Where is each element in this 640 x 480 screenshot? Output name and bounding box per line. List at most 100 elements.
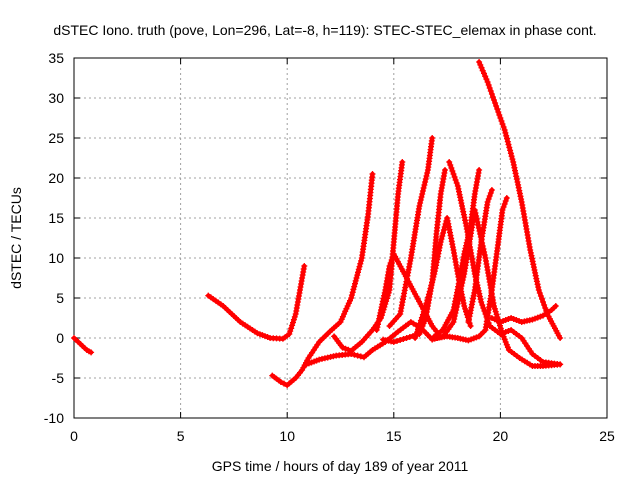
y-tick-label: 15: [48, 210, 64, 226]
data-point-marker: [399, 159, 406, 165]
data-point-marker: [465, 337, 472, 344]
data-point-marker: [492, 308, 499, 315]
data-point-marker: [479, 302, 486, 308]
data-point-marker: [277, 379, 284, 385]
data-point-marker: [339, 313, 346, 320]
data-point-marker: [504, 344, 511, 351]
data-point-marker: [357, 353, 364, 360]
data-point-marker: [416, 203, 423, 209]
data-point-marker: [429, 135, 436, 141]
data-point-marker: [415, 326, 421, 333]
data-point-marker: [425, 291, 432, 298]
data-point-marker: [501, 201, 508, 207]
data-point-marker: [88, 349, 95, 356]
series-track: [442, 207, 564, 369]
data-point-marker: [492, 100, 499, 106]
data-point-marker: [476, 293, 483, 300]
data-point-marker: [484, 79, 491, 85]
data-point-marker: [497, 325, 504, 332]
grid-lines: [74, 58, 607, 418]
data-point-marker: [498, 118, 505, 124]
data-point-marker: [419, 191, 426, 197]
data-point-marker: [355, 266, 362, 273]
data-point-marker: [289, 322, 296, 329]
data-point-marker: [485, 196, 492, 202]
data-point-marker: [330, 353, 337, 360]
data-point-marker: [452, 177, 459, 183]
data-point-marker: [533, 278, 540, 285]
data-point-marker: [421, 182, 428, 188]
data-point-marker: [537, 293, 544, 299]
data-point-marker: [510, 316, 517, 322]
data-point-marker: [412, 335, 419, 341]
data-point-marker: [423, 173, 430, 179]
y-tick-label: 30: [48, 90, 64, 106]
data-point-marker: [446, 159, 453, 165]
y-tick-label: 20: [48, 170, 64, 186]
data-point-marker: [532, 315, 538, 322]
data-point-marker: [457, 286, 464, 292]
data-point-marker: [505, 141, 512, 148]
data-point-marker: [508, 153, 515, 160]
data-point-marker: [417, 197, 424, 203]
data-point-marker: [505, 316, 512, 322]
data-point-marker: [437, 239, 444, 245]
data-point-marker: [483, 76, 490, 83]
data-point-marker: [507, 150, 514, 157]
data-point-marker: [419, 188, 426, 194]
data-point-marker: [481, 70, 487, 77]
data-point-marker: [475, 222, 482, 228]
data-point-marker: [557, 335, 564, 341]
data-point-marker: [353, 275, 360, 281]
data-point-marker: [497, 331, 504, 337]
data-point-marker: [324, 354, 331, 361]
series-track: [269, 171, 376, 389]
data-point-marker: [342, 345, 349, 352]
data-point-marker: [467, 323, 474, 329]
data-point-marker: [388, 257, 395, 263]
data-point-marker: [478, 299, 485, 305]
data-point-marker: [459, 277, 466, 283]
data-point-marker: [387, 260, 394, 266]
data-point-marker: [473, 213, 480, 219]
data-point-marker: [452, 310, 459, 316]
data-point-marker: [487, 88, 494, 94]
data-point-marker: [476, 59, 483, 65]
data-point-marker: [350, 286, 357, 293]
data-point-marker: [557, 361, 564, 368]
data-point-marker: [442, 167, 448, 173]
data-point-marker: [417, 320, 423, 327]
data-point-marker: [504, 138, 511, 145]
data-point-marker: [499, 121, 506, 127]
data-point-marker: [505, 328, 512, 334]
data-point-marker: [352, 280, 358, 287]
data-point-marker: [354, 272, 361, 279]
data-point-marker: [422, 179, 429, 185]
series-track: [433, 195, 510, 344]
data-series: [71, 59, 564, 389]
data-point-marker: [369, 171, 376, 177]
data-point-marker: [418, 314, 425, 321]
series-track: [488, 303, 559, 325]
data-point-marker: [286, 331, 293, 337]
data-point-marker: [502, 329, 509, 335]
data-point-marker: [348, 295, 355, 301]
data-point-marker: [419, 311, 426, 318]
data-point-marker: [430, 273, 437, 280]
data-point-marker: [504, 135, 510, 142]
data-point-marker: [397, 337, 404, 343]
data-point-marker: [541, 302, 548, 308]
series-track: [71, 335, 95, 356]
y-tick-label: 25: [48, 130, 64, 146]
data-point-marker: [506, 144, 513, 151]
x-tick-label: 10: [279, 428, 295, 444]
data-point-marker: [345, 346, 352, 353]
data-point-marker: [344, 303, 351, 309]
data-point-marker: [453, 180, 460, 186]
data-point-marker: [290, 319, 296, 326]
data-point-marker: [380, 295, 387, 302]
data-point-marker: [451, 313, 458, 319]
data-point-marker: [513, 176, 520, 183]
data-point-marker: [290, 316, 297, 323]
data-point-marker: [513, 317, 520, 323]
